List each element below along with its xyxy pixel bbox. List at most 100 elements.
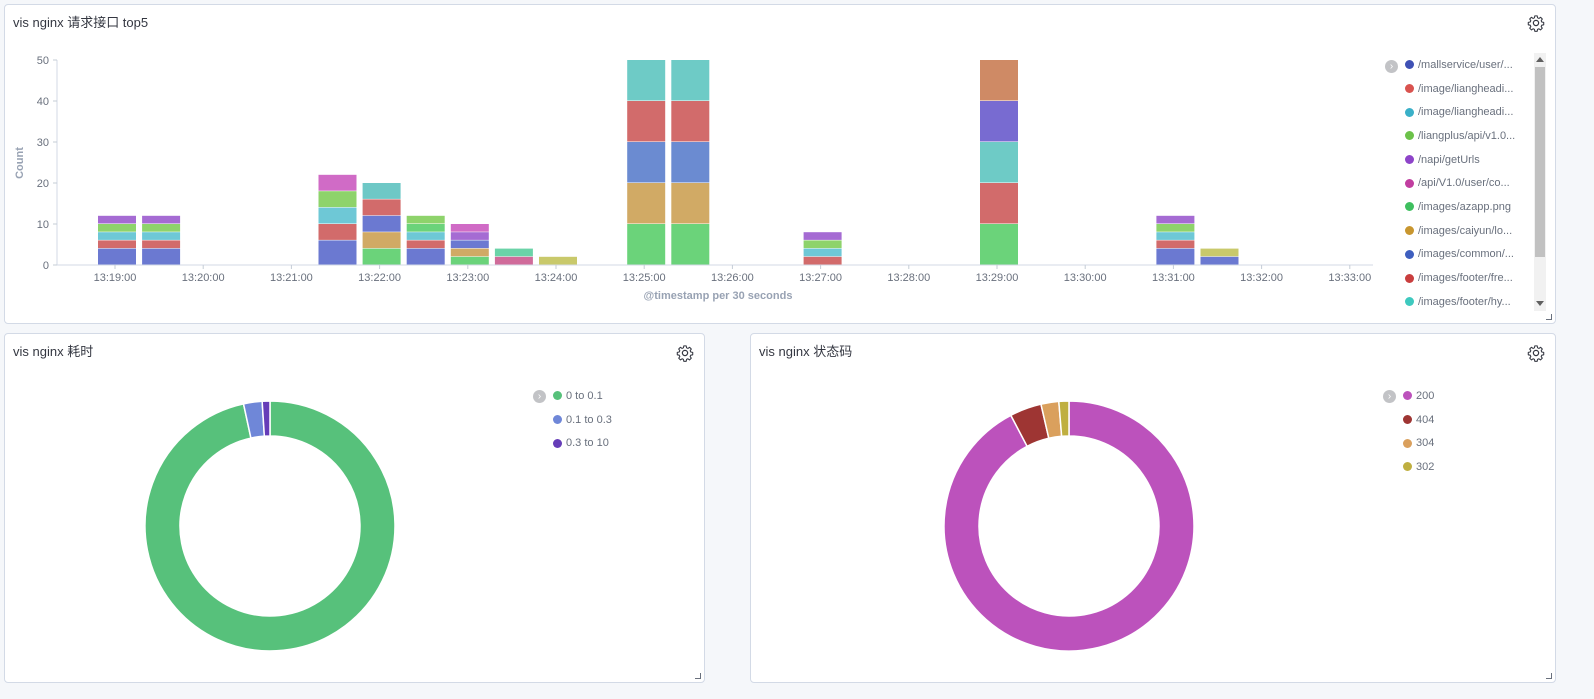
bar-segment[interactable] [1156, 232, 1195, 240]
bar-segment[interactable] [406, 224, 445, 232]
bar-segment[interactable] [362, 248, 401, 265]
x-tick-label: 13:29:00 [976, 272, 1019, 284]
latency-legend: 0 to 0.1 0.1 to 0.3 0.3 to 10 [553, 384, 673, 455]
bar-segment[interactable] [450, 256, 489, 265]
chevron-right-icon[interactable]: › [533, 390, 546, 403]
legend-item[interactable]: /napi/getUrls [1405, 148, 1531, 172]
bar-segment[interactable] [98, 240, 136, 249]
bar-segment[interactable] [450, 232, 489, 240]
bar-segment[interactable] [1200, 256, 1239, 265]
bar-segment[interactable] [980, 142, 1018, 183]
chevron-right-icon[interactable]: › [1383, 390, 1396, 403]
bar-segment[interactable] [980, 60, 1018, 101]
legend-item[interactable]: /mallservice/user/... [1405, 53, 1531, 77]
bar-segment[interactable] [627, 142, 666, 183]
bar-segment[interactable] [98, 232, 136, 240]
bar-segment[interactable] [450, 248, 489, 257]
bar-segment[interactable] [627, 60, 666, 101]
bar-segment[interactable] [1156, 224, 1195, 232]
scroll-thumb[interactable] [1535, 67, 1545, 257]
legend-item[interactable]: /images/footer/hy... [1405, 290, 1531, 313]
bar-segment[interactable] [406, 215, 445, 224]
legend-color-dot [1405, 226, 1414, 236]
bar-segment[interactable] [803, 232, 842, 240]
resize-handle-icon[interactable] [1546, 673, 1552, 679]
bar-segment[interactable] [1156, 215, 1195, 224]
bar-segment[interactable] [318, 240, 357, 265]
bar-segment[interactable] [406, 248, 445, 265]
bar-segment[interactable] [671, 142, 710, 183]
pie-slice[interactable] [1057, 400, 1070, 438]
scroll-down-icon[interactable] [1536, 301, 1544, 306]
bar-segment[interactable] [494, 256, 533, 265]
scroll-up-icon[interactable] [1536, 57, 1544, 62]
resize-handle-icon[interactable] [695, 673, 701, 679]
legend-scrollbar[interactable] [1534, 53, 1546, 311]
bar-segment[interactable] [406, 232, 445, 240]
legend-item[interactable]: /images/footer/fre... [1405, 266, 1531, 290]
legend-item[interactable]: 304 [1403, 431, 1523, 455]
chevron-right-icon[interactable]: › [1385, 60, 1398, 73]
bar-segment[interactable] [980, 101, 1018, 142]
legend-item[interactable]: 404 [1403, 408, 1523, 432]
legend-item[interactable]: /liangplus/api/v1.0... [1405, 124, 1531, 148]
legend-item[interactable]: 302 [1403, 455, 1523, 479]
gear-icon[interactable] [1527, 344, 1545, 362]
legend-item[interactable]: 0 to 0.1 [553, 384, 673, 408]
legend-item[interactable]: /image/liangheadi... [1405, 77, 1531, 101]
bar-segment[interactable] [318, 207, 357, 224]
bar-segment[interactable] [671, 60, 710, 101]
bar-segment[interactable] [142, 248, 181, 265]
bar-segment[interactable] [803, 248, 842, 257]
gear-icon[interactable] [676, 344, 694, 362]
legend-item[interactable]: /image/liangheadi... [1405, 100, 1531, 124]
legend-item[interactable]: 0.3 to 10 [553, 431, 673, 455]
bar-segment[interactable] [980, 224, 1018, 265]
bar-segment[interactable] [803, 256, 842, 265]
pie-slice[interactable] [261, 400, 271, 437]
legend-item[interactable]: 200 [1403, 384, 1523, 408]
legend-color-dot [1403, 415, 1412, 425]
bar-segment[interactable] [671, 183, 710, 224]
legend-item[interactable]: /images/common/... [1405, 243, 1531, 267]
gear-icon[interactable] [1527, 14, 1545, 32]
bar-segment[interactable] [627, 224, 666, 265]
pie-slice[interactable] [144, 400, 396, 652]
legend-item[interactable]: /api/V1.0/user/co... [1405, 171, 1531, 195]
bar-segment[interactable] [627, 183, 666, 224]
bar-segment[interactable] [1200, 248, 1239, 257]
legend-item[interactable]: /images/caiyun/lo... [1405, 219, 1531, 243]
legend-item[interactable]: /images/azapp.png [1405, 195, 1531, 219]
bar-segment[interactable] [142, 240, 181, 249]
bar-segment[interactable] [1156, 248, 1195, 265]
resize-handle-icon[interactable] [1546, 314, 1552, 320]
x-tick-label: 13:26:00 [711, 272, 754, 284]
legend-item[interactable]: 0.1 to 0.3 [553, 408, 673, 432]
bar-segment[interactable] [142, 232, 181, 240]
x-tick-label: 13:27:00 [799, 272, 842, 284]
bar-segment[interactable] [362, 232, 401, 249]
bar-segment[interactable] [142, 224, 181, 232]
bar-segment[interactable] [406, 240, 445, 249]
bar-segment[interactable] [450, 240, 489, 249]
bar-segment[interactable] [627, 101, 666, 142]
bar-segment[interactable] [1156, 240, 1195, 249]
bar-segment[interactable] [98, 215, 136, 224]
bar-segment[interactable] [362, 199, 401, 216]
bar-segment[interactable] [803, 240, 842, 249]
bar-segment[interactable] [318, 174, 357, 191]
bar-segment[interactable] [318, 224, 357, 240]
bar-segment[interactable] [98, 224, 136, 232]
bar-segment[interactable] [450, 224, 489, 232]
bar-segment[interactable] [362, 183, 401, 199]
pie-slice[interactable] [943, 400, 1195, 652]
bar-segment[interactable] [494, 248, 533, 257]
bar-segment[interactable] [539, 256, 577, 265]
bar-segment[interactable] [980, 183, 1018, 224]
bar-segment[interactable] [318, 191, 357, 208]
bar-segment[interactable] [142, 215, 181, 224]
bar-segment[interactable] [98, 248, 136, 265]
bar-segment[interactable] [671, 224, 710, 265]
bar-segment[interactable] [671, 101, 710, 142]
bar-segment[interactable] [362, 215, 401, 232]
